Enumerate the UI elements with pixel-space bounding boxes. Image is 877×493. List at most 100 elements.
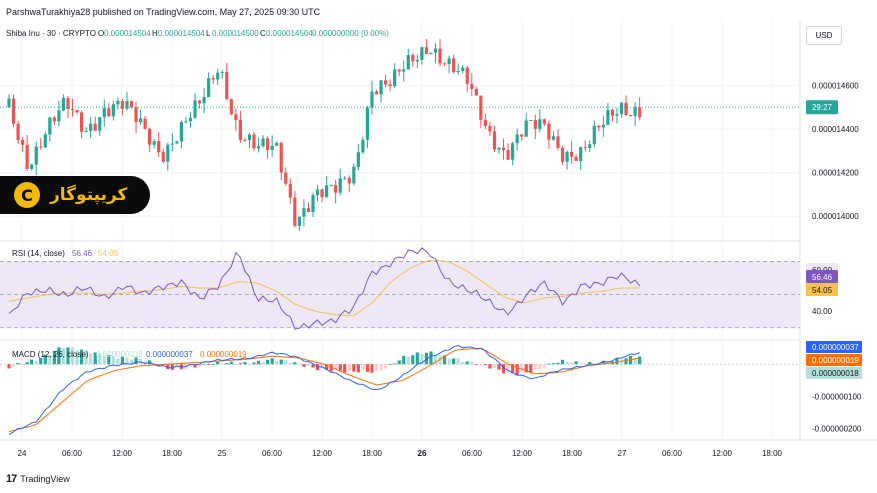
- candle-body: [325, 185, 329, 198]
- x-tick-label: 06:00: [262, 449, 283, 458]
- macd-histogram-bar: [520, 364, 524, 373]
- legends: Shiba Inu · 30 · CRYPTO O 0.000014504 H 0.00…: [6, 29, 389, 359]
- candle-body: [488, 126, 492, 132]
- macd-histogram-bar: [415, 352, 419, 365]
- candle-body: [606, 109, 610, 125]
- candle-body: [21, 139, 25, 145]
- macd-histogram-bar: [338, 364, 342, 371]
- candle-body: [329, 185, 333, 187]
- macd-histogram-bar: [615, 358, 619, 365]
- candle-body: [70, 108, 75, 111]
- macd-pane[interactable]: 0.000000037 0.000000019 0.000000018: [0, 341, 862, 436]
- rsi-badge-label: 54.05: [812, 286, 833, 295]
- symbol-title: Shiba Inu · 30 · CRYPTO: [6, 29, 96, 38]
- macd-histogram-bar: [93, 352, 97, 365]
- macd-histogram-bar: [197, 364, 202, 367]
- candle-body: [628, 115, 633, 117]
- candle-body: [197, 100, 202, 104]
- macd-histogram-bar: [134, 357, 138, 365]
- macd-histogram-bar: [116, 358, 120, 365]
- candle-body: [542, 119, 546, 124]
- macd-badge-label: 0.000000019: [812, 356, 859, 365]
- candle-body: [288, 183, 292, 198]
- candle-body: [157, 141, 161, 153]
- ohlc-value: 0.000014504: [158, 29, 205, 38]
- macd-histogram-bar: [583, 364, 587, 365]
- price-tick-label: 0.000014000: [812, 212, 859, 221]
- last-price-countdown: 29:27: [812, 103, 833, 112]
- macd-histogram-bar: [170, 364, 174, 370]
- candle-body: [175, 141, 179, 144]
- candle-body: [492, 131, 497, 150]
- macd-histogram-bar: [574, 361, 578, 365]
- candle-body: [93, 123, 97, 131]
- x-tick-label: 12:00: [512, 449, 533, 458]
- macd-histogram-bar: [266, 359, 270, 365]
- candle-body: [483, 119, 487, 127]
- macd-histogram-bar: [284, 360, 288, 365]
- macd-histogram-bar: [25, 362, 29, 365]
- macd-signal-legend-value: 0.000000019: [200, 350, 247, 359]
- macd-histogram-bar: [565, 361, 569, 365]
- macd-histogram-bar: [370, 364, 374, 373]
- candle-body: [551, 136, 556, 140]
- candle-body: [98, 117, 102, 131]
- candle-body: [442, 63, 447, 65]
- footer-brand[interactable]: 17 TradingView: [6, 473, 70, 485]
- candle-body: [284, 172, 288, 184]
- candle-body: [474, 89, 478, 96]
- candle-body: [148, 128, 152, 145]
- candle-body: [638, 107, 642, 118]
- candle-body: [7, 98, 11, 108]
- macd-histogram-bar: [579, 363, 583, 365]
- candle-body: [161, 152, 165, 162]
- candle-body: [25, 144, 29, 169]
- candle-body: [207, 77, 211, 98]
- macd-histogram-bar: [506, 364, 510, 373]
- rsi-line: [8, 247, 641, 330]
- ohlc-key: C: [260, 29, 266, 38]
- x-tick-label: 06:00: [662, 449, 683, 458]
- macd-histogram-bar: [511, 364, 515, 374]
- candle-body: [16, 123, 20, 140]
- candle-body: [429, 52, 433, 55]
- candle-body: [433, 48, 438, 53]
- rsi-value-badge: [806, 270, 838, 283]
- candle-body: [524, 120, 528, 137]
- candle-body: [379, 80, 383, 95]
- candle-body: [574, 156, 578, 161]
- price-pane[interactable]: 29:27: [0, 38, 838, 231]
- macd-histogram-bar: [488, 364, 492, 369]
- x-tick-label: 12:00: [112, 449, 133, 458]
- candle-body: [447, 58, 451, 65]
- macd-histogram-bar: [560, 359, 565, 365]
- macd-histogram-bar: [556, 362, 560, 365]
- candle-body: [229, 99, 233, 115]
- rsi-title: RSI (14, close): [12, 249, 65, 258]
- macd-histogram-bar: [402, 355, 406, 365]
- published-line: ParshwaTurakhiya28 published on TradingV…: [6, 7, 321, 17]
- candle-body: [143, 118, 147, 129]
- macd-histogram-bar: [356, 364, 360, 373]
- candle-body: [633, 107, 637, 116]
- candle-body: [75, 110, 79, 113]
- macd-histogram-bar: [433, 355, 438, 365]
- macd-histogram-bar: [252, 362, 256, 365]
- candle-body: [343, 177, 347, 179]
- candle-body: [34, 146, 38, 165]
- candle-body: [302, 208, 306, 217]
- candle-body: [356, 152, 360, 167]
- x-tick-label: 18:00: [762, 449, 783, 458]
- candle-body: [111, 104, 115, 117]
- macd-histogram-bar: [393, 363, 397, 365]
- candle-body: [311, 195, 315, 212]
- macd-histogram-bar: [21, 364, 25, 365]
- currency-button[interactable]: USD: [806, 26, 842, 45]
- macd-histogram-bar: [166, 364, 170, 370]
- macd-histogram-bar: [361, 364, 365, 371]
- candle-body: [461, 67, 465, 71]
- macd-histogram-bar: [483, 364, 487, 366]
- macd-histogram-bar: [89, 353, 93, 365]
- coin-logo-icon: C: [14, 182, 40, 208]
